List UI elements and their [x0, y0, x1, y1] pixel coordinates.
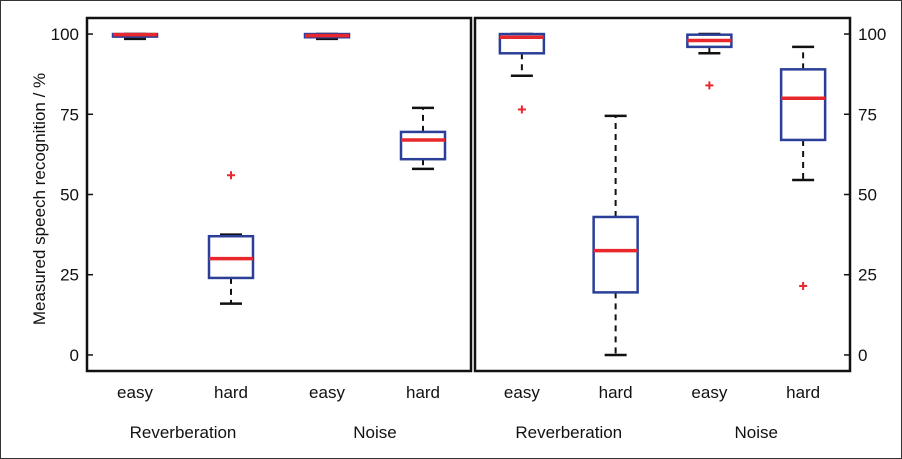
outlier-marker: [227, 171, 235, 180]
group-label: Reverberation: [130, 423, 237, 442]
y-tick-label: 25: [60, 266, 79, 285]
outlier-marker: [705, 81, 714, 90]
box-noise-hard: [779, 45, 827, 290]
iqr-box: [592, 215, 639, 294]
category-label: easy: [504, 383, 540, 402]
y-axis-title: Measured speech recognition / %: [30, 73, 49, 325]
group-label: Noise: [735, 423, 778, 442]
category-label: hard: [786, 383, 820, 402]
category-label: easy: [691, 383, 727, 402]
outlier-marker: [517, 105, 526, 114]
panel-1: 0 25 50 75 100 easy hard easy hard Reverberation N…: [51, 16, 473, 442]
panels-layer: 0 25 50 75 100 easy hard easy hard Reverberation N…: [51, 16, 886, 442]
outlier-marker: [799, 281, 808, 290]
y-tick-label: 25: [858, 266, 877, 285]
box-noise-easy: [686, 32, 733, 90]
iqr-box: [399, 130, 447, 161]
box-noise-hard: [399, 106, 447, 171]
panel-2: 0 25 50 75 100 easy hard easy hard Reverberation N…: [473, 16, 886, 442]
box-reverberation-hard: [207, 171, 255, 305]
y-tick-label: 75: [858, 105, 877, 124]
group-label: Noise: [353, 423, 396, 442]
y-tick-label: 100: [858, 25, 886, 44]
category-label: hard: [599, 383, 633, 402]
y-tick-label: 0: [70, 346, 79, 365]
y-tick-label: 0: [858, 346, 867, 365]
y-tick-label: 75: [60, 105, 79, 124]
y-tick-label: 100: [51, 25, 79, 44]
category-label: hard: [214, 383, 248, 402]
category-label: hard: [406, 383, 440, 402]
category-label: easy: [117, 383, 153, 402]
y-tick-label: 50: [858, 186, 877, 205]
box-reverberation-easy: [111, 32, 159, 41]
box-noise-easy: [303, 32, 351, 41]
group-label: Reverberation: [515, 423, 622, 442]
box-reverberation-hard: [592, 114, 639, 357]
category-label: easy: [309, 383, 345, 402]
y-tick-label: 50: [60, 186, 79, 205]
box-reverberation-easy: [498, 32, 546, 114]
iqr-box: [779, 68, 827, 142]
